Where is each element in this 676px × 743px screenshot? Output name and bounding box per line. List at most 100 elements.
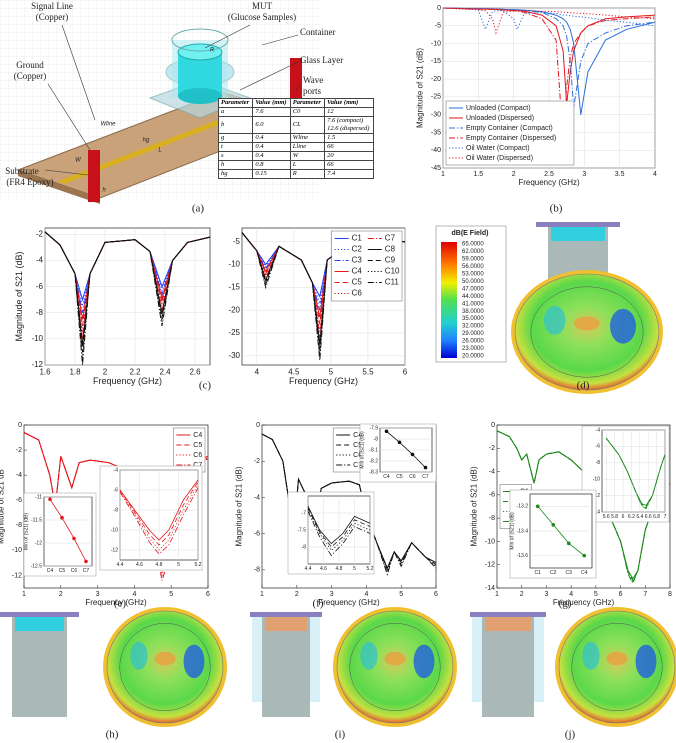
caption: (h) xyxy=(106,729,119,741)
table-cell: Lline xyxy=(289,142,326,152)
series-line xyxy=(386,430,426,468)
table-cell: s xyxy=(217,151,254,161)
table-cell: C0 xyxy=(289,107,326,117)
x-tick-label: 6.2 xyxy=(628,514,635,520)
y-tick-label: -6 xyxy=(114,487,119,493)
field-hotspot xyxy=(610,308,636,344)
field-ring xyxy=(119,623,211,711)
y-tick-label: -6 xyxy=(489,492,495,499)
colorbar-label: 53.0000 xyxy=(462,271,484,277)
y-axis-label: Magnitude of S21 dB xyxy=(0,469,6,544)
x-tick-label: 3 xyxy=(544,591,548,598)
table-cell: h xyxy=(217,160,254,170)
legend-label: Empty Container (Compact) xyxy=(466,125,553,132)
table-cell-line: 12.6 (dispersed) xyxy=(327,125,370,132)
substrate-label: (FR4 Epoxy) xyxy=(6,177,53,187)
y-tick-label: -4 xyxy=(16,472,22,479)
table-row: a 7.6 C0 12 xyxy=(217,107,374,117)
y-tick-label: -2 xyxy=(489,445,495,452)
y-axis-label: Min of |S21| (dB) xyxy=(23,513,29,551)
colorbar-label: 62.0000 xyxy=(462,249,484,255)
x-tick-label: 7 xyxy=(643,591,647,598)
mut-label: MUT xyxy=(252,1,273,11)
x-tick-label: 6 xyxy=(403,367,408,376)
point xyxy=(397,440,402,445)
legend-box xyxy=(445,100,575,166)
x-tick-label: 3.5 xyxy=(615,171,625,178)
y-tick-label: -8 xyxy=(302,544,307,550)
x-tick-label: 5.8 xyxy=(611,514,618,520)
x-tick-label: C6 xyxy=(409,474,416,480)
y-tick-label: -13.2 xyxy=(517,504,529,510)
container xyxy=(482,617,534,717)
colorbar-label: 20.0000 xyxy=(462,354,484,360)
x-tick-label: 5 xyxy=(594,591,598,598)
series-line xyxy=(261,433,437,572)
series-line xyxy=(241,232,406,361)
container-label: Container xyxy=(300,27,336,37)
x-tick-label: 5 xyxy=(177,562,180,568)
caption: (b) xyxy=(550,203,563,215)
y-tick-label: -15 xyxy=(431,58,441,65)
legend-label: C4 xyxy=(352,267,363,276)
x-tick-label: 5 xyxy=(353,566,356,572)
y-tick-label: -6 xyxy=(254,531,260,538)
table-cell: t xyxy=(217,142,254,152)
x-tick-label: C5 xyxy=(59,568,66,574)
colorbar-label: 23.0000 xyxy=(462,346,484,352)
caption: (c) xyxy=(199,380,212,392)
caption: (a) xyxy=(192,203,205,215)
series-line xyxy=(241,232,406,306)
field-hotspot xyxy=(543,305,566,335)
dimension-label: L xyxy=(158,148,161,154)
x-tick-label: C7 xyxy=(83,568,90,574)
field-center xyxy=(606,651,628,666)
wave-ports-label: Wave xyxy=(303,75,323,85)
field-center xyxy=(384,651,406,666)
ground-label: (Copper) xyxy=(14,71,47,81)
table-cell: W xyxy=(289,151,326,161)
x-tick-label: C4 xyxy=(383,474,390,480)
y-tick-label: -10 xyxy=(431,40,441,47)
legend-label: C10 xyxy=(385,267,400,276)
series-line xyxy=(119,487,199,555)
table-row: t 0.4 Lline 66 xyxy=(217,142,374,152)
series-line xyxy=(307,511,371,557)
point xyxy=(410,452,415,457)
x-tick-label: C3 xyxy=(566,570,573,576)
caption: (j) xyxy=(565,729,576,741)
colorbar-label: 44.0000 xyxy=(462,294,484,300)
legend-label: Empty Container (Dispersed) xyxy=(466,135,556,142)
x-tick-label: 1.5 xyxy=(473,171,483,178)
x-tick-label: 4.4 xyxy=(117,562,124,568)
substrate-label: Substrate xyxy=(5,166,39,176)
x-axis-label: Frequency (GHz) xyxy=(93,376,162,386)
x-tick-label: C2 xyxy=(550,570,557,576)
glass-layer xyxy=(250,612,322,617)
field-map xyxy=(558,610,676,724)
x-axis-label: Frequency (GHz) xyxy=(289,376,358,386)
x-tick-label: 5.5 xyxy=(362,367,374,376)
colorbar-label: 29.0000 xyxy=(462,331,484,337)
caption: (d) xyxy=(577,380,590,392)
y-tick-label: -20 xyxy=(431,76,441,83)
legend-label: C4 xyxy=(353,432,362,439)
y-axis-label: Min of |S21| (dB) xyxy=(359,431,365,469)
legend-label: C2 xyxy=(352,245,363,254)
table-header-row: Parameter Value (mm) Parameter Value (mm) xyxy=(217,98,374,108)
x-tick-label: C4 xyxy=(581,570,588,576)
field-map xyxy=(514,273,660,391)
legend-label: C8 xyxy=(385,245,396,254)
legend-label: C6 xyxy=(352,289,363,298)
x-tick-label: 4 xyxy=(653,171,657,178)
y-tick-label: -7.9 xyxy=(369,425,378,431)
field-center xyxy=(154,651,176,666)
colorbar-label: 38.0000 xyxy=(462,309,484,315)
table-cell: 0.4 xyxy=(252,133,291,143)
table-cell: 20 xyxy=(324,151,374,161)
x-tick-label: 7 xyxy=(664,514,667,520)
table-cell: 0.4 xyxy=(252,142,291,152)
legend-label: C9 xyxy=(385,256,396,265)
point xyxy=(566,541,571,546)
x-tick-label: 6.4 xyxy=(636,514,643,520)
